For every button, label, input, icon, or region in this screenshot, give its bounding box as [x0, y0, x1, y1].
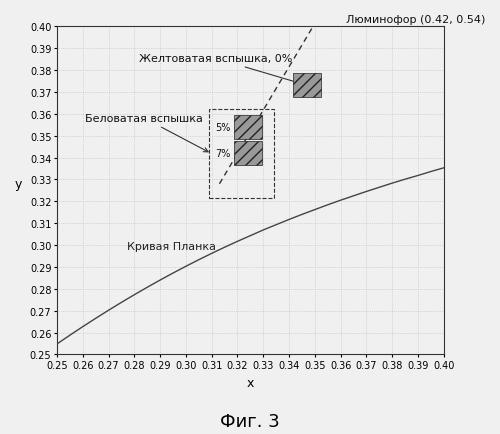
Text: 5%: 5%	[216, 122, 231, 132]
Bar	[234, 115, 262, 140]
Text: Люминофор (0.42, 0.54): Люминофор (0.42, 0.54)	[346, 15, 485, 25]
Bar	[209, 110, 274, 198]
Text: 7%: 7%	[216, 149, 231, 159]
Text: Беловатая вспышка: Беловатая вспышка	[86, 114, 208, 152]
X-axis label: x: x	[246, 376, 254, 389]
Text: Желтоватая вспышка, 0%: Желтоватая вспышка, 0%	[140, 54, 304, 86]
Text: Фиг. 3: Фиг. 3	[220, 412, 280, 430]
Y-axis label: y: y	[15, 178, 22, 191]
Text: Кривая Планка: Кривая Планка	[126, 242, 216, 252]
Bar	[234, 142, 262, 166]
Bar	[293, 74, 322, 98]
